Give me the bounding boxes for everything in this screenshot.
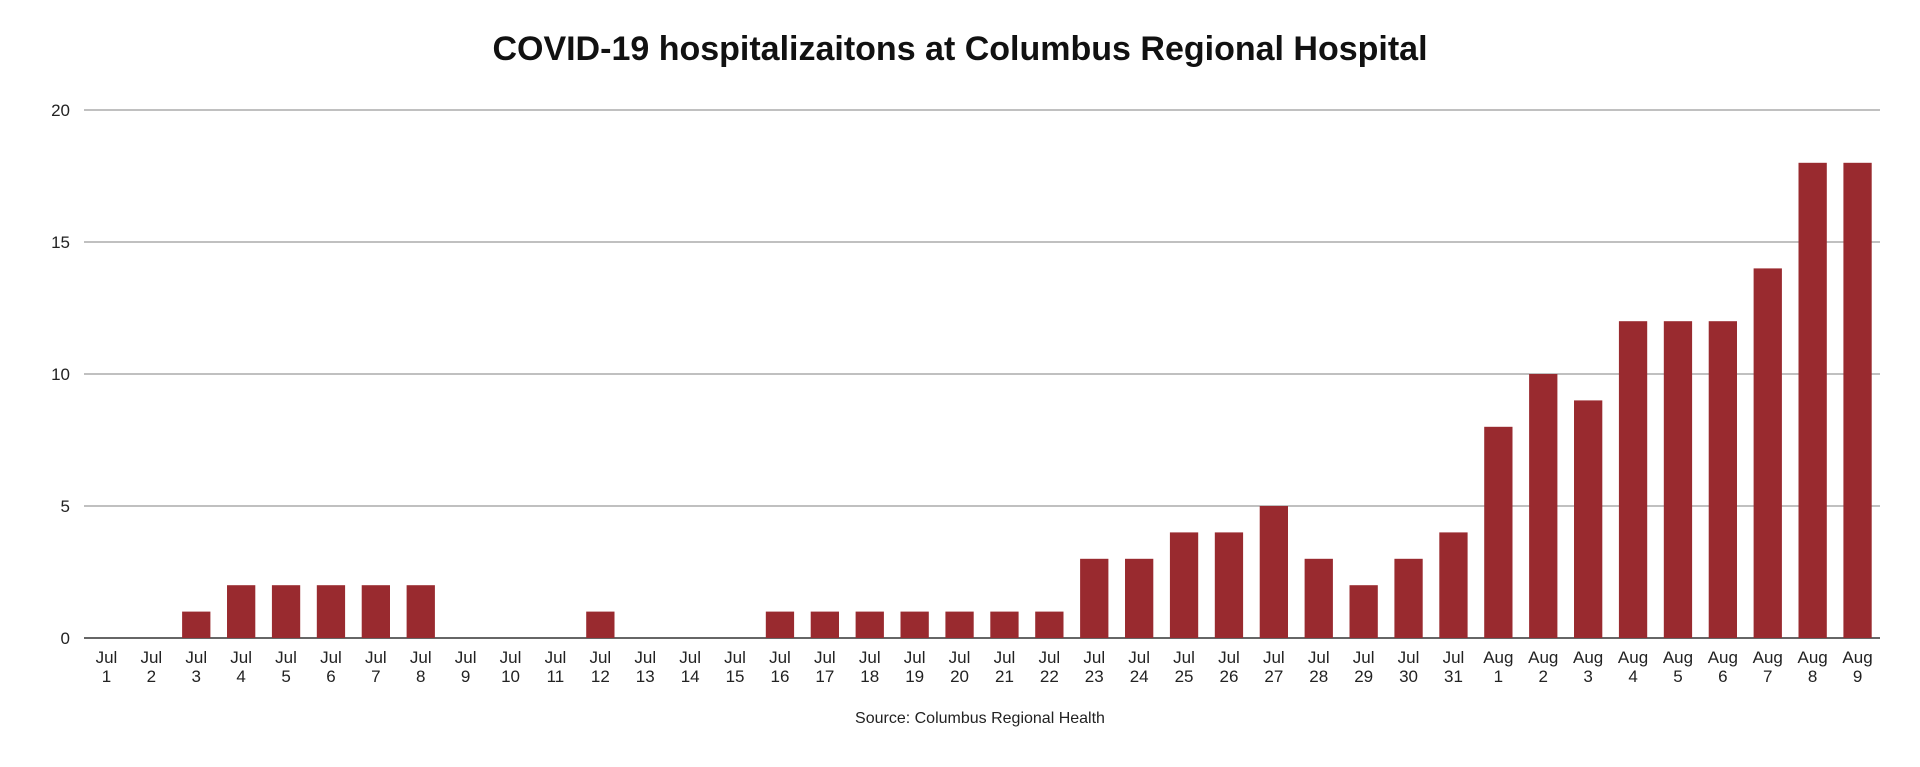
- bar: [182, 611, 211, 638]
- x-tick-label: Aug 8: [1798, 648, 1828, 686]
- bar: [765, 611, 795, 638]
- bar: [1529, 374, 1558, 638]
- x-tick-label: Jul 28: [1308, 648, 1330, 686]
- x-tick-label: Jul 9: [455, 648, 477, 686]
- bar: [1035, 611, 1064, 638]
- x-tick-label: Jul 3: [185, 648, 207, 686]
- x-tick-label: Aug 6: [1708, 648, 1738, 686]
- bar: [1843, 162, 1872, 639]
- bar: [810, 611, 839, 638]
- bar: [1304, 558, 1333, 638]
- x-tick-label: Jul 23: [1083, 648, 1105, 686]
- bar: [1484, 426, 1513, 638]
- bar: [1394, 558, 1423, 638]
- x-tick-label: Jul 24: [1128, 648, 1150, 686]
- bar: [1753, 268, 1782, 638]
- bar: [1349, 585, 1378, 638]
- x-tick-label: Jul 14: [679, 648, 701, 686]
- y-tick-label: 10: [51, 365, 70, 384]
- bar: [1080, 558, 1109, 638]
- bar: [316, 585, 346, 638]
- x-tick-label: Jul 13: [634, 648, 656, 686]
- x-tick-label: Jul 29: [1353, 648, 1375, 686]
- x-tick-label: Jul 20: [949, 648, 971, 686]
- x-tick-label: Jul 19: [904, 648, 926, 686]
- bar: [1574, 400, 1603, 638]
- y-tick-label: 15: [51, 233, 70, 252]
- bar: [361, 585, 390, 638]
- bar: [1618, 321, 1648, 638]
- bar: [1169, 532, 1199, 638]
- bar: [586, 611, 615, 638]
- x-tick-label: Jul 27: [1263, 648, 1285, 686]
- x-tick-label: Jul 11: [545, 648, 567, 686]
- x-tick-label: Aug 2: [1528, 648, 1558, 686]
- bar: [1439, 532, 1468, 638]
- x-tick-label: Jul 1: [96, 648, 118, 686]
- y-tick-label: 0: [61, 629, 70, 648]
- chart-title: COVID-19 hospitalizaitons at Columbus Re…: [492, 30, 1428, 68]
- bar: [271, 585, 301, 638]
- x-tick-label: Aug 4: [1618, 648, 1648, 686]
- x-tick-label: Jul 5: [275, 648, 297, 686]
- x-tick-label: Aug 7: [1753, 648, 1783, 686]
- x-tick-label: Jul 16: [769, 648, 791, 686]
- bar: [1214, 532, 1244, 638]
- x-tick-label: Jul 15: [724, 648, 746, 686]
- x-tick-label: Aug 3: [1573, 648, 1603, 686]
- bar: [990, 611, 1019, 638]
- bar: [406, 585, 435, 638]
- x-tick-label: Aug 1: [1483, 648, 1513, 686]
- bar: [1125, 558, 1154, 638]
- x-tick-label: Jul 31: [1443, 648, 1465, 686]
- bar: [1663, 321, 1693, 638]
- x-tick-label: Jul 17: [814, 648, 836, 686]
- bar: [1798, 162, 1827, 639]
- bar: [945, 611, 974, 638]
- x-tick-label: Jul 26: [1218, 648, 1240, 686]
- bar: [227, 585, 256, 638]
- x-tick-label: Jul 22: [1038, 648, 1060, 686]
- x-tick-label: Jul 7: [365, 648, 387, 686]
- x-tick-label: Jul 4: [230, 648, 252, 686]
- y-tick-label: 5: [61, 497, 70, 516]
- y-tick-label: 20: [51, 101, 70, 120]
- x-tick-label: Jul 10: [500, 648, 522, 686]
- x-tick-label: Jul 12: [589, 648, 611, 686]
- bar: [900, 611, 929, 638]
- x-tick-label: Jul 21: [994, 648, 1016, 686]
- x-tick-label: Aug 5: [1663, 648, 1693, 686]
- chart-source: Source: Columbus Regional Health: [855, 710, 1105, 727]
- x-tick-label: Jul 6: [320, 648, 342, 686]
- bar: [1708, 321, 1737, 638]
- x-tick-label: Jul 18: [859, 648, 881, 686]
- bar: [855, 611, 884, 638]
- bar: [1259, 506, 1288, 638]
- x-tick-label: Jul 2: [140, 648, 162, 686]
- x-tick-label: Jul 25: [1173, 648, 1195, 686]
- x-tick-label: Aug 9: [1842, 648, 1872, 686]
- x-tick-label: Jul 8: [410, 648, 432, 686]
- x-tick-label: Jul 30: [1398, 648, 1420, 686]
